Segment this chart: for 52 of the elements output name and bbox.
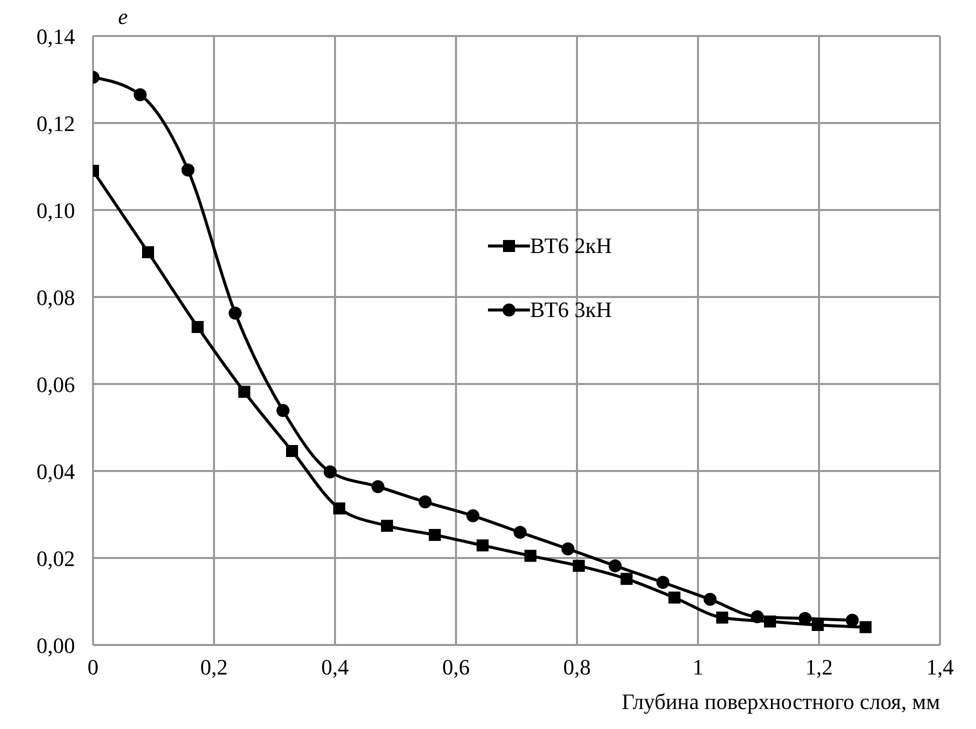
point: [192, 321, 204, 334]
y-tick-label: 0,10: [36, 198, 75, 223]
y-tick-label: 0,02: [36, 546, 75, 571]
point: [668, 592, 680, 604]
point: [142, 246, 154, 258]
point: [812, 618, 824, 631]
point: [608, 559, 622, 572]
point: [764, 616, 776, 628]
point: [656, 576, 670, 589]
y-tick-label: 0,00: [36, 632, 75, 658]
point: [418, 495, 432, 508]
x-tick-label: 0: [88, 654, 98, 680]
y-tick-label: 0,08: [36, 284, 75, 310]
point: [276, 404, 290, 418]
x-axis-title: Глубина поверхностного слоя, мм: [622, 689, 940, 714]
point: [524, 550, 536, 562]
x-tick-label: 1,4: [926, 654, 954, 680]
legend-label: ВТ6 3кН: [530, 297, 612, 323]
y-axis-title: e: [118, 4, 128, 30]
point: [381, 520, 394, 532]
x-tick-label: 0,4: [321, 654, 349, 680]
point: [333, 502, 346, 514]
point: [134, 88, 147, 102]
point: [846, 614, 859, 627]
legend-label: ВТ6 2кН: [530, 233, 612, 259]
point: [476, 539, 489, 552]
point: [514, 526, 527, 539]
point: [466, 509, 480, 522]
point: [561, 542, 574, 556]
point: [750, 610, 764, 624]
point: [286, 444, 298, 457]
x-tick-label: 0,6: [442, 654, 470, 680]
point: [716, 612, 728, 624]
point: [428, 528, 441, 541]
point: [704, 592, 717, 606]
x-tick-label: 0,2: [200, 654, 228, 680]
point: [798, 612, 812, 625]
point: [228, 306, 242, 320]
point: [371, 480, 384, 494]
y-tick-label: 0,14: [36, 24, 75, 49]
y-tick-label: 0,06: [36, 372, 75, 397]
x-tick-label: 1: [692, 654, 704, 680]
point: [860, 621, 872, 634]
point: [238, 386, 250, 398]
point: [620, 572, 633, 585]
point: [572, 560, 585, 572]
x-tick-label: 1,2: [805, 654, 833, 680]
y-tick-label: 0,04: [36, 458, 75, 484]
y-tick-label: 0,12: [36, 110, 75, 136]
point: [324, 465, 337, 478]
point: [181, 163, 194, 176]
x-tick-label: 0,8: [563, 654, 591, 680]
